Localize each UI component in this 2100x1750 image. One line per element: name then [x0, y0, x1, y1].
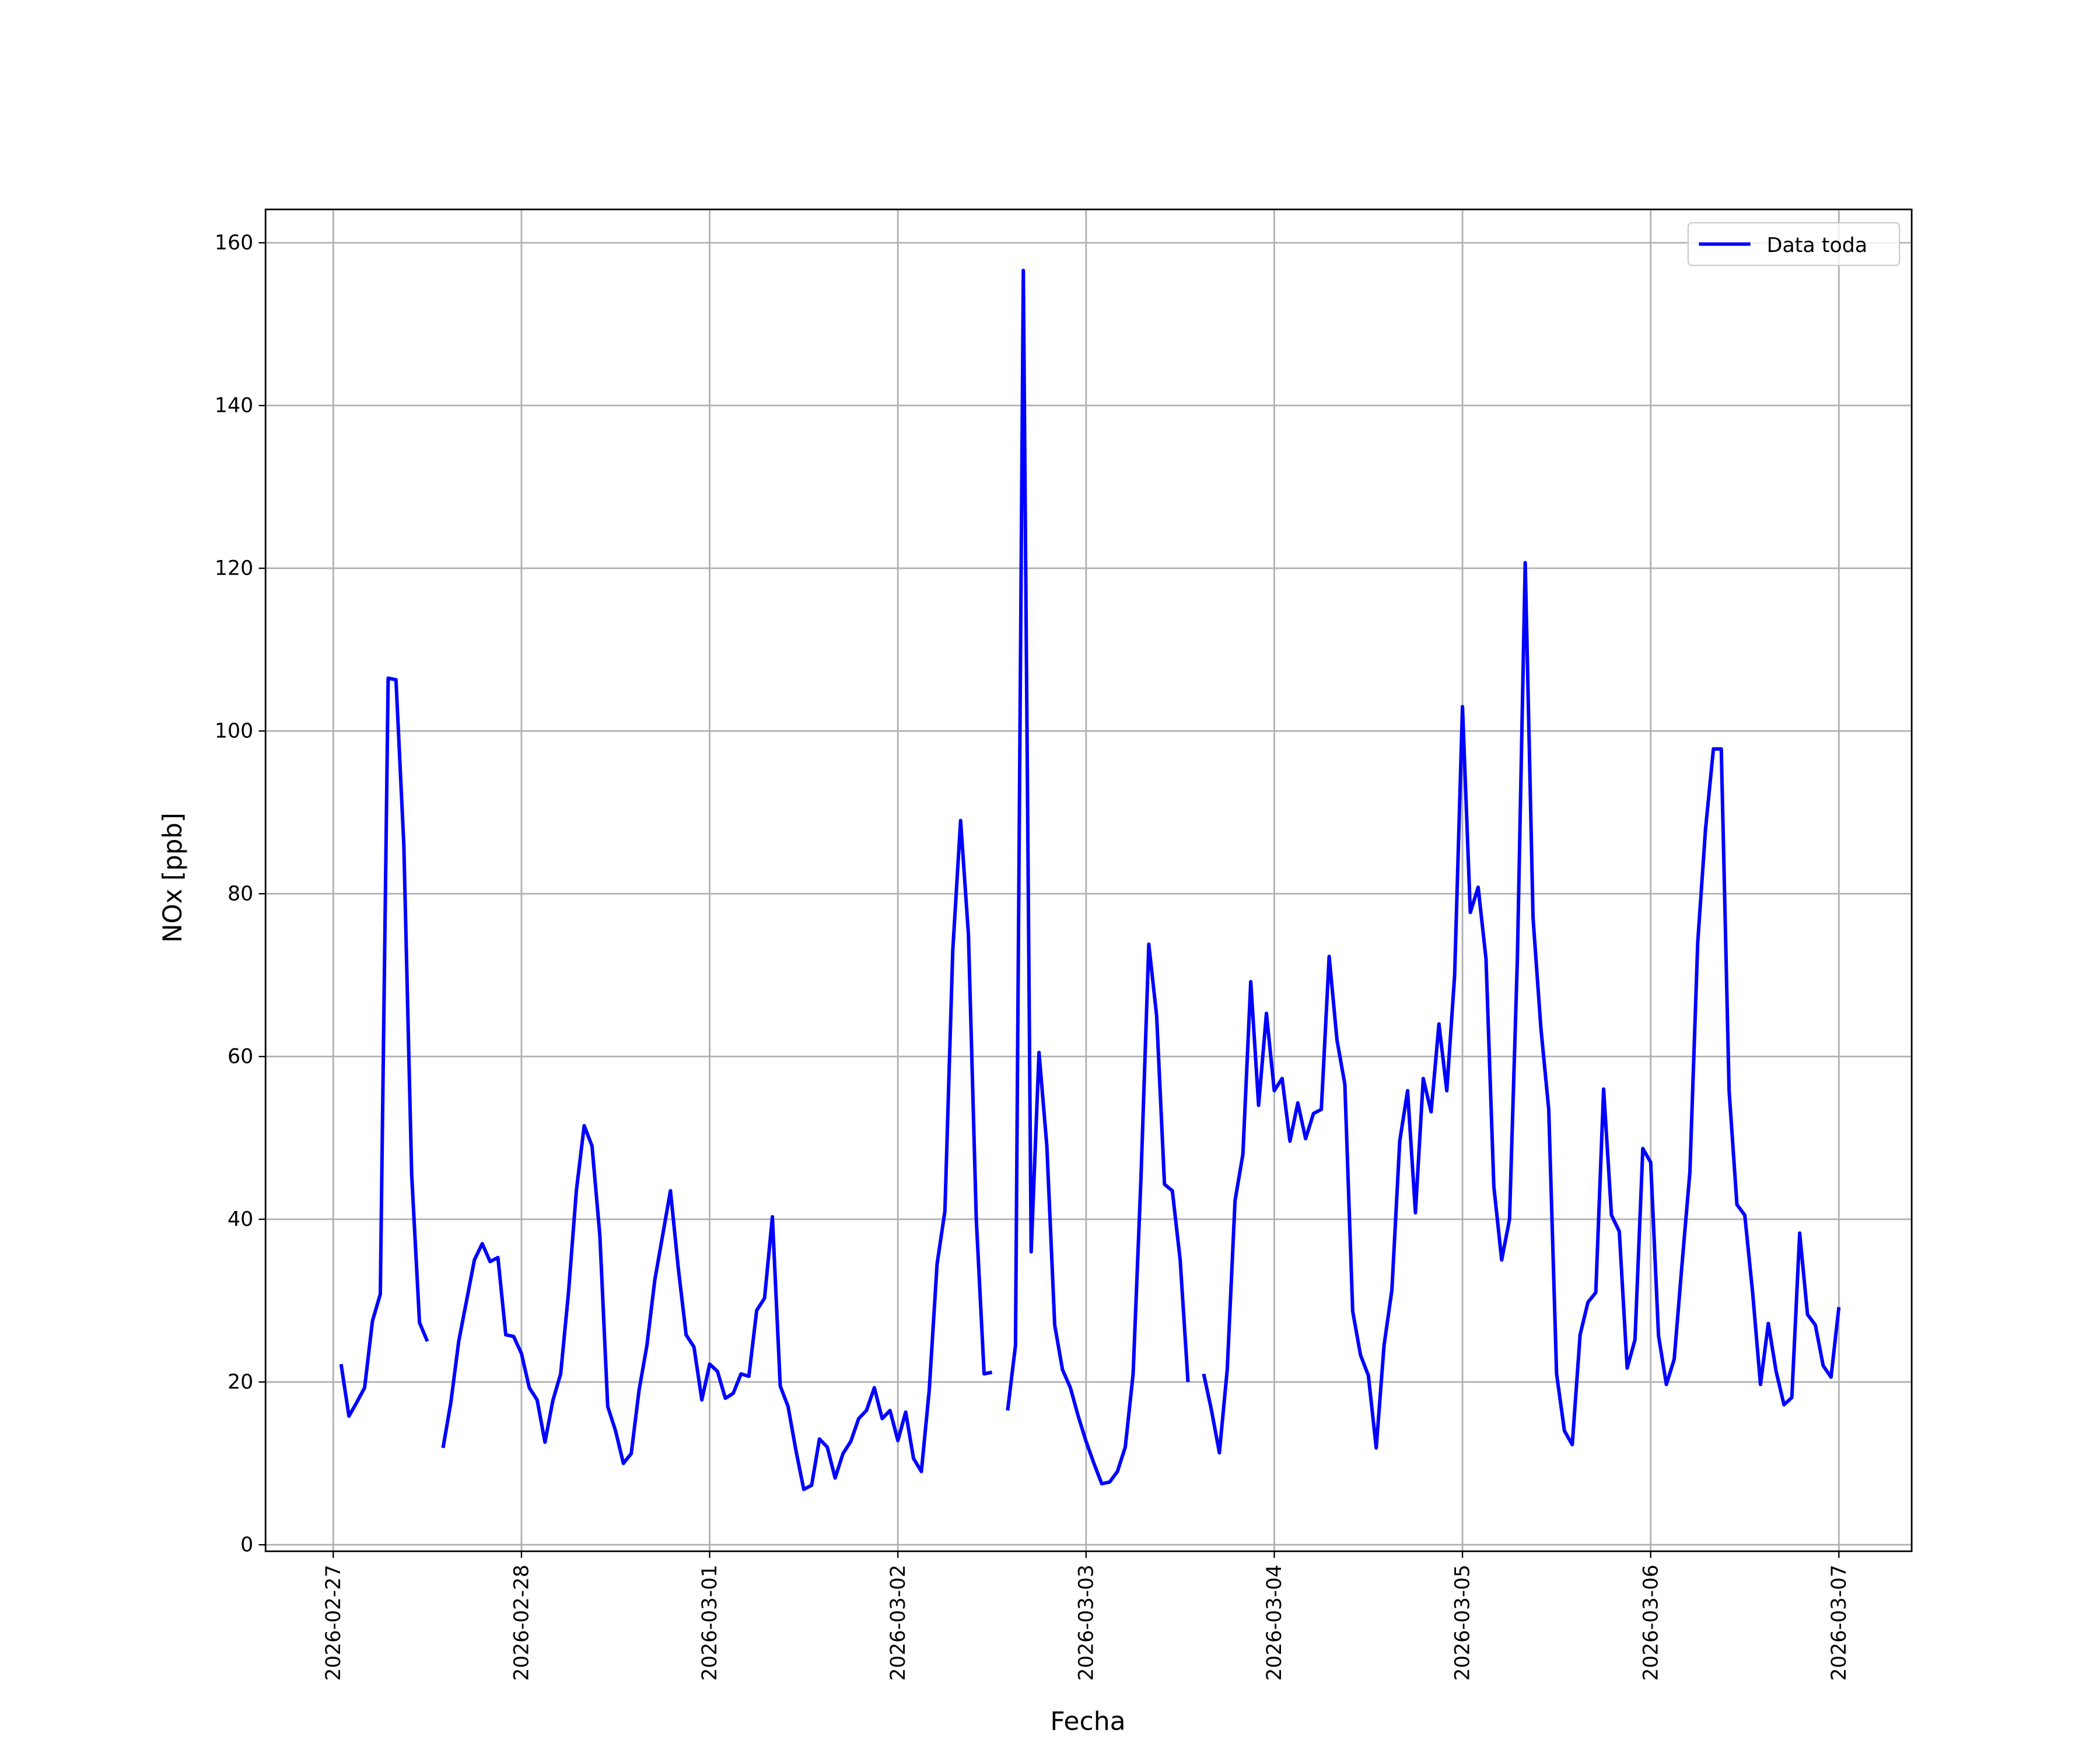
- y-axis-label: NOx [ppb]: [158, 813, 188, 943]
- y-tick-label: 120: [215, 557, 253, 580]
- x-tick-label: 2026-03-03: [1074, 1564, 1098, 1681]
- x-tick-label: 2026-03-04: [1263, 1564, 1286, 1681]
- data-line: [339, 268, 1841, 1492]
- y-tick-label: 80: [228, 883, 253, 906]
- y-tick-label: 20: [228, 1371, 253, 1394]
- legend-label: Data toda: [1767, 234, 1868, 257]
- x-tick-label: 2026-02-28: [510, 1564, 533, 1681]
- x-tick-label: 2026-02-27: [322, 1564, 345, 1681]
- x-tick-label: 2026-03-01: [698, 1564, 722, 1681]
- y-tick-label: 60: [228, 1045, 253, 1069]
- x-tick-label: 2026-03-07: [1828, 1564, 1851, 1681]
- y-tick-label: 40: [228, 1208, 253, 1231]
- y-tick-label: 100: [215, 720, 253, 743]
- x-axis-label: Fecha: [1050, 1707, 1125, 1737]
- legend-box: [1687, 222, 1901, 267]
- y-tick-label: 160: [215, 232, 253, 255]
- y-tick-label: 140: [215, 394, 253, 418]
- y-tick-label: 0: [240, 1534, 253, 1557]
- x-tick-label: 2026-03-05: [1451, 1564, 1474, 1681]
- x-tick-label: 2026-03-02: [887, 1564, 910, 1681]
- plot-frame: [264, 208, 1913, 1552]
- x-tick-label: 2026-03-06: [1639, 1564, 1662, 1681]
